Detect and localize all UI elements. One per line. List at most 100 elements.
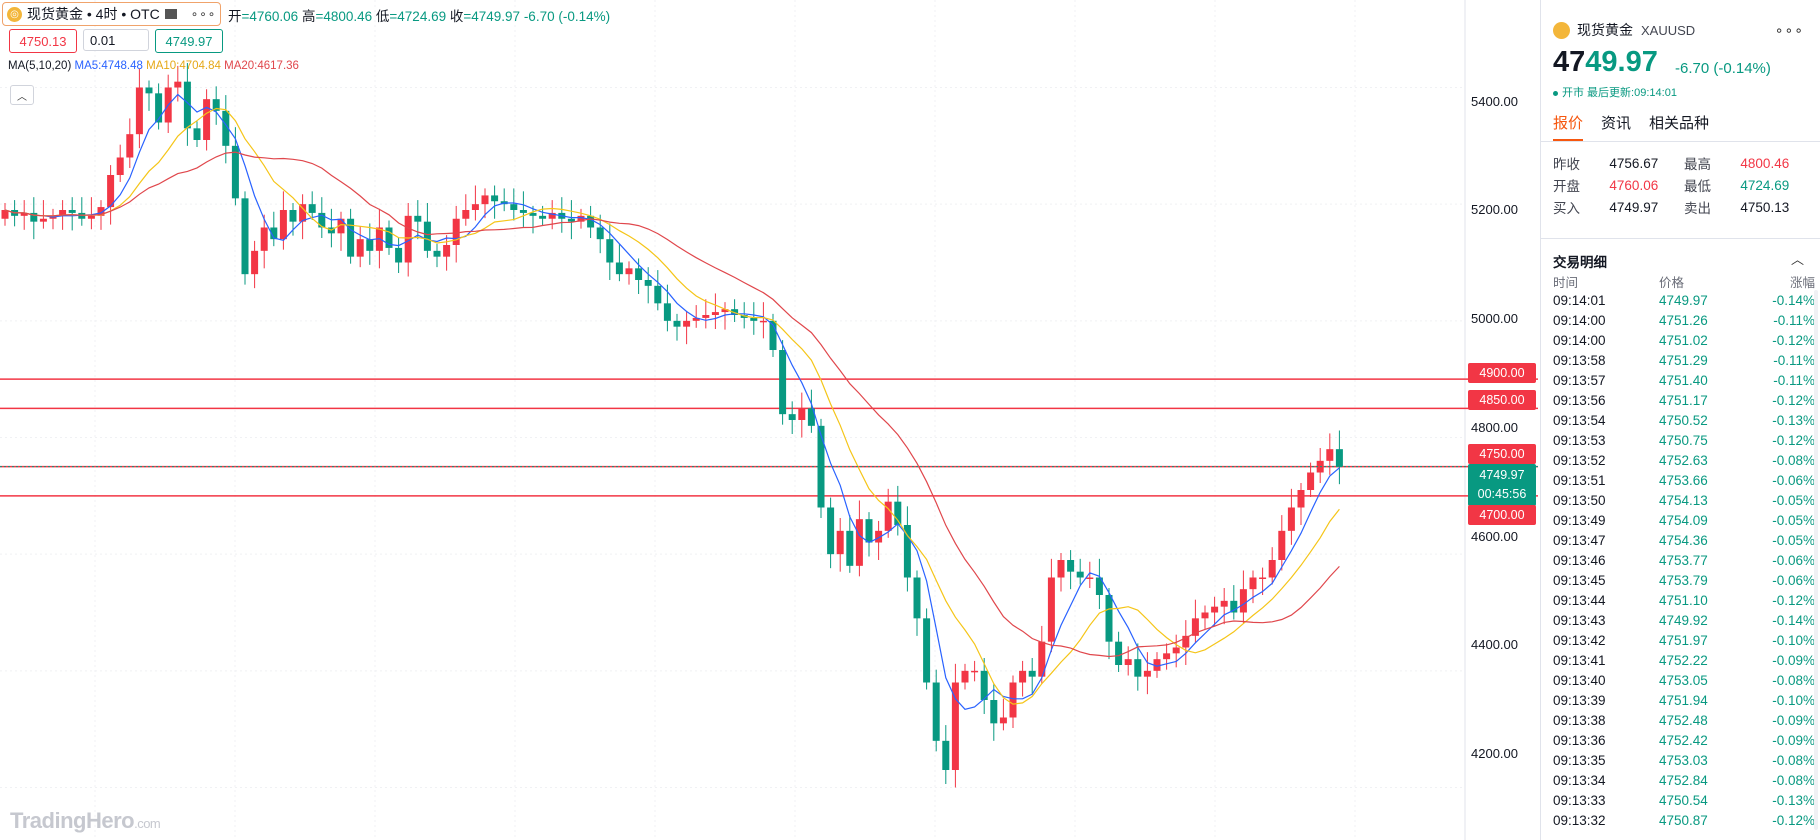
- table-row: 09:13:47 4754.36 -0.05%: [1553, 530, 1815, 550]
- trade-change: -0.05%: [1772, 532, 1815, 548]
- chevron-up-icon: ︿: [17, 91, 27, 103]
- trade-change: -0.12%: [1772, 592, 1815, 608]
- candle-body: [1191, 618, 1199, 636]
- alert-tag-4850[interactable]: 4850.00: [1468, 390, 1536, 410]
- candle-body: [20, 212, 28, 216]
- candle-body: [510, 204, 518, 210]
- panel-header: 现货黄金 XAUUSD: [1553, 20, 1695, 40]
- candle-body: [1028, 670, 1036, 677]
- candle-body: [961, 670, 969, 683]
- candle-body: [1259, 577, 1267, 579]
- candle-body: [59, 210, 67, 216]
- candle-body: [308, 204, 316, 213]
- candle-body: [30, 212, 38, 222]
- candle-body: [750, 317, 758, 321]
- trade-change: -0.06%: [1772, 472, 1815, 488]
- symbol-selector[interactable]: ◎ 现货黄金 • 4时 • OTC ∘∘∘: [2, 2, 222, 26]
- divider: [1541, 141, 1820, 142]
- candle-body: [241, 198, 249, 275]
- table-row: 09:13:38 4752.48 -0.09%: [1553, 710, 1815, 730]
- trade-change: -0.11%: [1773, 352, 1815, 368]
- candle-body: [87, 215, 95, 219]
- trade-time: 09:13:54: [1553, 412, 1606, 428]
- gold-coin-icon: [1553, 21, 1570, 39]
- scrollbar[interactable]: [1814, 290, 1818, 830]
- candle-body: [827, 507, 835, 555]
- tab-news[interactable]: 资讯: [1601, 115, 1632, 132]
- col-change: 涨幅: [1789, 276, 1815, 290]
- status-dot-icon: [1553, 90, 1558, 96]
- candle-body: [692, 317, 700, 321]
- candle-body: [1249, 577, 1257, 590]
- alert-tag-4700[interactable]: 4700.00: [1468, 505, 1536, 525]
- quote-row: 买入 4749.97 卖出 4750.13: [1553, 196, 1815, 218]
- ellipsis-icon[interactable]: ∘∘∘: [1774, 22, 1804, 38]
- candle-body: [78, 212, 86, 219]
- trade-price: 4753.03: [1659, 752, 1708, 768]
- ma5-line: [4, 93, 1340, 710]
- trades-list[interactable]: 09:14:01 4749.97 -0.14% 09:14:00 4751.26 -0.1…: [1553, 290, 1815, 830]
- trade-time: 09:13:36: [1553, 732, 1606, 748]
- trade-time: 09:13:45: [1553, 572, 1606, 588]
- candle-body: [1, 210, 9, 219]
- table-row: 09:13:39 4751.94 -0.10%: [1553, 690, 1815, 710]
- tab-quote[interactable]: 报价: [1553, 112, 1584, 141]
- chevron-up-icon[interactable]: ︿: [1790, 252, 1804, 267]
- trade-time: 09:13:34: [1553, 772, 1606, 788]
- trade-time: 09:13:43: [1553, 612, 1606, 628]
- buy-price-button[interactable]: 4749.97: [155, 29, 223, 53]
- tab-related[interactable]: 相关品种: [1649, 115, 1710, 132]
- table-row: 09:13:41 4752.22 -0.09%: [1553, 650, 1815, 670]
- candle-body: [587, 215, 595, 228]
- quote-panel: 现货黄金 XAUUSD ∘∘∘ 4749.97 -6.70 (-0.14%) 开…: [1540, 0, 1820, 840]
- candle-body: [1297, 490, 1305, 508]
- axis-label-4600: 4600.00: [1471, 529, 1518, 544]
- axis-label-4400: 4400.00: [1471, 637, 1518, 652]
- candle-body: [807, 408, 815, 426]
- ellipsis-icon[interactable]: ∘∘∘: [190, 7, 217, 21]
- trade-time: 09:13:32: [1553, 812, 1606, 828]
- last-price-tag: 4749.97 00:45:56: [1468, 464, 1536, 506]
- quantity-input[interactable]: 0.01: [83, 29, 149, 51]
- candle-body: [846, 530, 854, 566]
- candle-body: [1182, 635, 1190, 648]
- quote-row: 昨收 4756.67 最高 4800.46: [1553, 152, 1815, 174]
- trade-time: 09:13:57: [1553, 372, 1606, 388]
- candle-body: [683, 320, 691, 327]
- candle-body: [1172, 647, 1180, 654]
- alert-tag-4900[interactable]: 4900.00: [1468, 363, 1536, 383]
- trade-change: -0.13%: [1772, 412, 1815, 428]
- table-row: 09:13:53 4750.75 -0.12%: [1553, 430, 1815, 450]
- table-row: 09:13:46 4753.77 -0.06%: [1553, 550, 1815, 570]
- candle-body: [644, 280, 652, 286]
- candle-body: [443, 245, 451, 257]
- table-row: 09:13:40 4753.05 -0.08%: [1553, 670, 1815, 690]
- quote-row: 开盘 4760.06 最低 4724.69: [1553, 174, 1815, 196]
- collapse-legend-button[interactable]: ︿: [10, 85, 34, 105]
- trade-price: 4753.79: [1659, 572, 1708, 588]
- trade-time: 09:13:49: [1553, 512, 1606, 528]
- alert-tag-4750[interactable]: 4750.00: [1468, 444, 1536, 464]
- trade-time: 09:13:52: [1553, 452, 1606, 468]
- trade-time: 09:14:01: [1553, 292, 1606, 308]
- trade-price: 4751.97: [1659, 632, 1708, 648]
- trade-price: 4751.29: [1659, 352, 1708, 368]
- close-label: 收: [449, 9, 464, 24]
- trade-change: -0.14%: [1772, 612, 1815, 628]
- candle-body: [1268, 560, 1276, 578]
- sell-price-button[interactable]: 4750.13: [9, 29, 77, 53]
- candle-body: [1105, 595, 1113, 642]
- candlestick-chart-svg[interactable]: [0, 0, 1538, 840]
- candle-body: [596, 227, 604, 240]
- candle-body: [779, 350, 787, 415]
- candle-body: [356, 239, 364, 257]
- table-row: 09:13:35 4753.03 -0.08%: [1553, 750, 1815, 770]
- trade-time: 09:13:35: [1553, 752, 1606, 768]
- candle-body: [116, 157, 124, 175]
- candle-body: [635, 268, 643, 280]
- candle-body: [222, 110, 230, 146]
- watermark-logo: TradingHero.com: [10, 808, 161, 834]
- price-chart[interactable]: ◎ 现货黄金 • 4时 • OTC ∘∘∘ 开=4760.06 高=4800.4…: [0, 0, 1538, 840]
- table-row: 09:13:43 4749.92 -0.14%: [1553, 610, 1815, 630]
- watermark-suffix: .com: [134, 816, 161, 831]
